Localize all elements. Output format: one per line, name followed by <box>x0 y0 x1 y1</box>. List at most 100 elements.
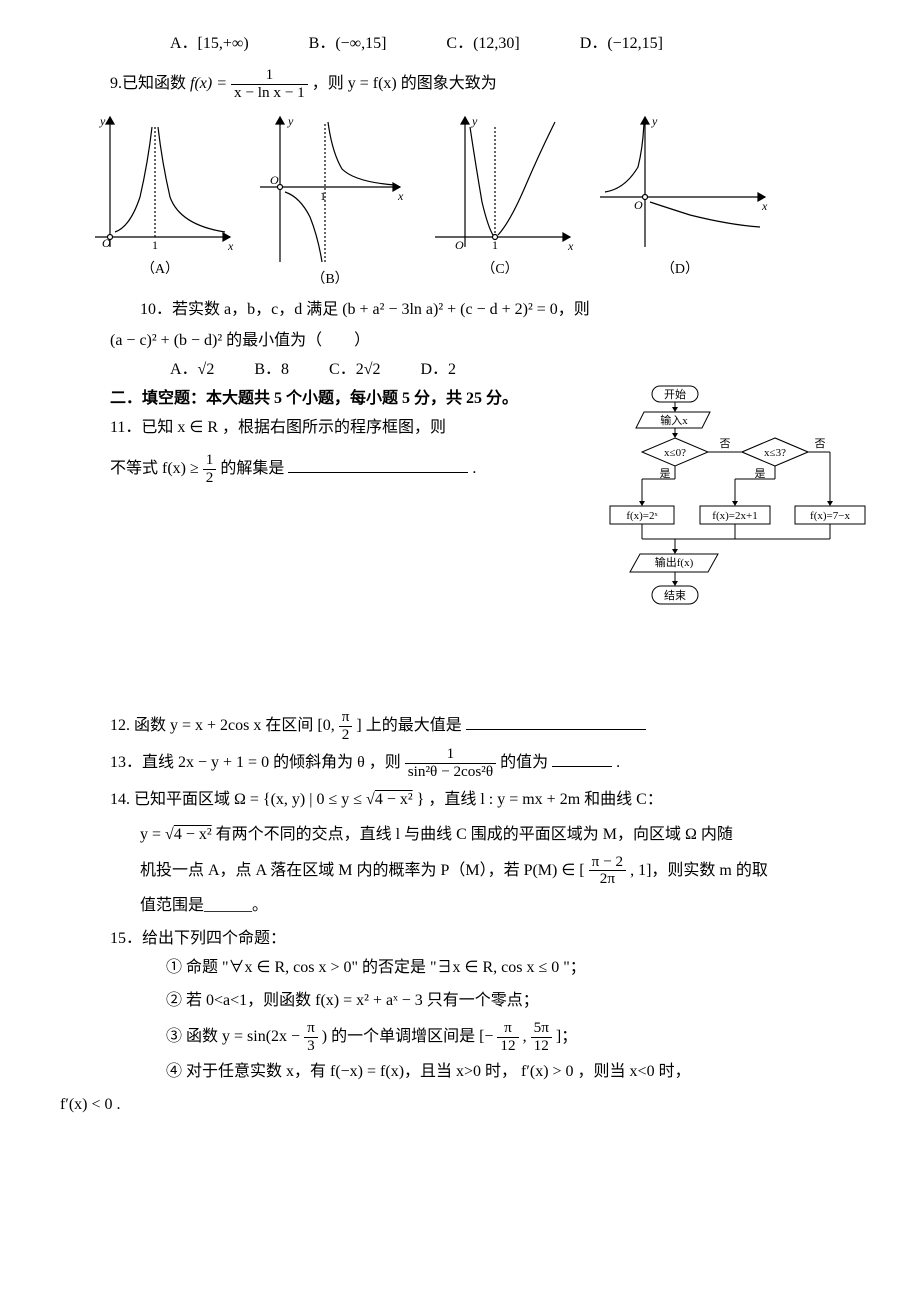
q8-choice-a: A．[15,+∞) <box>170 30 249 59</box>
flowchart: 开始 输入x x≤0? 否 x≤3? 是 <box>600 384 870 630</box>
svg-text:输入x: 输入x <box>660 413 688 427</box>
q12-frac-num: π <box>339 709 353 727</box>
svg-text:是: 是 <box>660 467 671 480</box>
q15-i3-frac1: π 3 <box>304 1020 318 1054</box>
svg-text:x: x <box>227 239 234 253</box>
q9-graph-d-svg: O x y <box>590 107 770 257</box>
q9-graphs: O 1 x y （A） O 1 x y （B） <box>80 107 870 292</box>
svg-text:y: y <box>99 114 106 128</box>
q9-graph-a-svg: O 1 x y <box>80 107 240 257</box>
q9-fx: f(x) = <box>190 75 231 92</box>
q15-i3-f1d: 3 <box>304 1038 318 1055</box>
q13-frac-den: sin²θ − 2cos²θ <box>405 764 496 781</box>
q15-i3-f1n: π <box>304 1020 318 1038</box>
q9-label-d: （D） <box>590 257 770 282</box>
q11-line2-prefix: 不等式 f(x) ≥ <box>110 460 203 477</box>
q14-l2-suffix: 有两个不同的交点，直线 l 与曲线 C 围成的平面区域为 M，向区域 Ω 内随 <box>216 826 733 843</box>
q15-i3-prefix: ③ 函数 y = sin(2x − <box>166 1028 304 1045</box>
q9-graph-c-svg: O 1 x y <box>420 107 580 257</box>
q13-frac: 1 sin²θ − 2cos²θ <box>405 746 496 780</box>
svg-text:x: x <box>567 239 574 253</box>
q12-suffix: ] 上的最大值是 <box>356 717 461 734</box>
svg-text:y: y <box>287 114 294 128</box>
svg-text:O: O <box>455 238 464 252</box>
q9-graph-a: O 1 x y （A） <box>80 107 240 292</box>
q12: 12. 函数 y = x + 2cos x 在区间 [0, π 2 ] 上的最大… <box>110 709 870 743</box>
q14-frac-den: 2π <box>589 871 626 888</box>
q15-i3-mid2: , <box>523 1028 531 1045</box>
q13-prefix: 13．直线 2x − y + 1 = 0 的倾斜角为 θ ，则 <box>110 754 405 771</box>
q10-line1: 10．若实数 a，b，c，d 满足 (b + a² − 3ln a)² + (c… <box>140 296 870 325</box>
q9-stem-suffix: ，则 y = f(x) 的图象大致为 <box>312 75 497 92</box>
q14-l1-prefix: 14. 已知平面区域 Ω = {(x, y) | 0 ≤ y ≤ <box>110 791 366 808</box>
q10-choice-c: C．2√2 <box>329 356 380 385</box>
svg-text:否: 否 <box>815 438 826 450</box>
q9-frac-num: 1 <box>231 67 308 85</box>
q14-frac-num: π − 2 <box>589 854 626 872</box>
q15-item4: ④ 对于任意实数 x，有 f(−x) = f(x)，且当 x>0 时， f′(x… <box>166 1058 870 1087</box>
q9-label-a: （A） <box>80 257 240 282</box>
svg-text:1: 1 <box>152 238 158 252</box>
q11-frac: 1 2 <box>203 452 217 486</box>
q14-l3-suffix: , 1]，则实数 m 的取 <box>630 862 768 879</box>
svg-text:x≤3?: x≤3? <box>764 447 786 459</box>
q11-frac-den: 2 <box>203 470 217 487</box>
q14-sqrt2: 4 − x² <box>174 826 212 843</box>
q13-frac-num: 1 <box>405 746 496 764</box>
q9-frac-den: x − ln x − 1 <box>231 85 308 102</box>
q9-graph-c: O 1 x y （C） <box>420 107 580 292</box>
svg-text:x: x <box>761 199 768 213</box>
svg-text:y: y <box>471 114 478 128</box>
q8-choice-d: D．(−12,15] <box>580 30 663 59</box>
q15-i3-frac3: 5π 12 <box>531 1020 552 1054</box>
svg-text:否: 否 <box>720 438 731 450</box>
q12-frac: π 2 <box>339 709 353 743</box>
q13: 13．直线 2x − y + 1 = 0 的倾斜角为 θ ，则 1 sin²θ … <box>110 746 870 780</box>
q9-graph-b-svg: O 1 x y <box>250 107 410 267</box>
svg-text:y: y <box>651 114 658 128</box>
q14: 14. 已知平面区域 Ω = {(x, y) | 0 ≤ y ≤ √4 − x²… <box>110 782 870 923</box>
svg-text:是: 是 <box>755 467 766 480</box>
q9-stem-prefix: 9.已知函数 <box>110 75 190 92</box>
q10-line2: (a − c)² + (b − d)² 的最小值为（ ） <box>110 332 370 349</box>
svg-text:x≤0?: x≤0? <box>664 447 686 459</box>
svg-text:O: O <box>270 173 279 187</box>
q10-choices: A．√2 B．8 C．2√2 D．2 <box>170 356 870 385</box>
svg-text:1: 1 <box>320 189 326 203</box>
q11-period: . <box>472 460 476 477</box>
q15: 15．给出下列四个命题： ① 命题 "∀x ∈ R, cos x > 0" 的否… <box>110 925 870 1087</box>
q15-i3-f3n: 5π <box>531 1020 552 1038</box>
q13-suffix: 的值为 <box>500 754 548 771</box>
q9-label-b: （B） <box>250 267 410 292</box>
q15-i3-f2d: 12 <box>497 1038 518 1055</box>
svg-text:f(x)=2x+1: f(x)=2x+1 <box>712 510 757 522</box>
svg-text:O: O <box>634 198 643 212</box>
q15-i3-frac2: π 12 <box>497 1020 518 1054</box>
q10-choice-d: D．2 <box>421 356 457 385</box>
q15-item1: ① 命题 "∀x ∈ R, cos x > 0" 的否定是 "∃x ∈ R, c… <box>166 954 870 983</box>
q9-label-c: （C） <box>420 257 580 282</box>
q10-line2-wrap: (a − c)² + (b − d)² 的最小值为（ ） <box>110 327 870 356</box>
q14-l2-prefix: y = <box>140 826 165 843</box>
q9-graph-b: O 1 x y （B） <box>250 107 410 292</box>
svg-text:输出f(x): 输出f(x) <box>655 555 694 569</box>
q15-item4-line2: f′(x) < 0 . <box>60 1091 870 1120</box>
q11-frac-num: 1 <box>203 452 217 470</box>
q14-l3-prefix: 机投一点 A，点 A 落在区域 M 内的概率为 P（M），若 P(M) ∈ [ <box>140 862 585 879</box>
q15-item3: ③ 函数 y = sin(2x − π 3 ) 的一个单调增区间是 [− π 1… <box>166 1020 870 1054</box>
q14-l1-suffix: } ，直线 l : y = mx + 2m 和曲线 C： <box>417 791 663 808</box>
svg-text:f(x)=7−x: f(x)=7−x <box>810 510 850 522</box>
svg-text:O: O <box>102 236 111 250</box>
q15-i3-f3d: 12 <box>531 1038 552 1055</box>
q14-l4: 值范围是______。 <box>140 888 870 923</box>
svg-text:1: 1 <box>492 238 498 252</box>
q15-item2: ② 若 0<a<1，则函数 f(x) = x² + aˣ − 3 只有一个零点； <box>166 987 870 1016</box>
svg-text:结束: 结束 <box>664 589 686 602</box>
q8-choices: A．[15,+∞) B．(−∞,15] C．(12,30] D．(−12,15] <box>170 30 870 59</box>
q9-fraction: 1 x − ln x − 1 <box>231 67 308 101</box>
q10: 10．若实数 a，b，c，d 满足 (b + a² − 3ln a)² + (c… <box>140 296 870 325</box>
flowchart-svg: 开始 输入x x≤0? 否 x≤3? 是 <box>600 384 870 619</box>
q9: 9.已知函数 f(x) = 1 x − ln x − 1 ，则 y = f(x)… <box>110 67 870 101</box>
svg-text:x: x <box>397 189 404 203</box>
q12-prefix: 12. 函数 y = x + 2cos x 在区间 [0, <box>110 717 339 734</box>
